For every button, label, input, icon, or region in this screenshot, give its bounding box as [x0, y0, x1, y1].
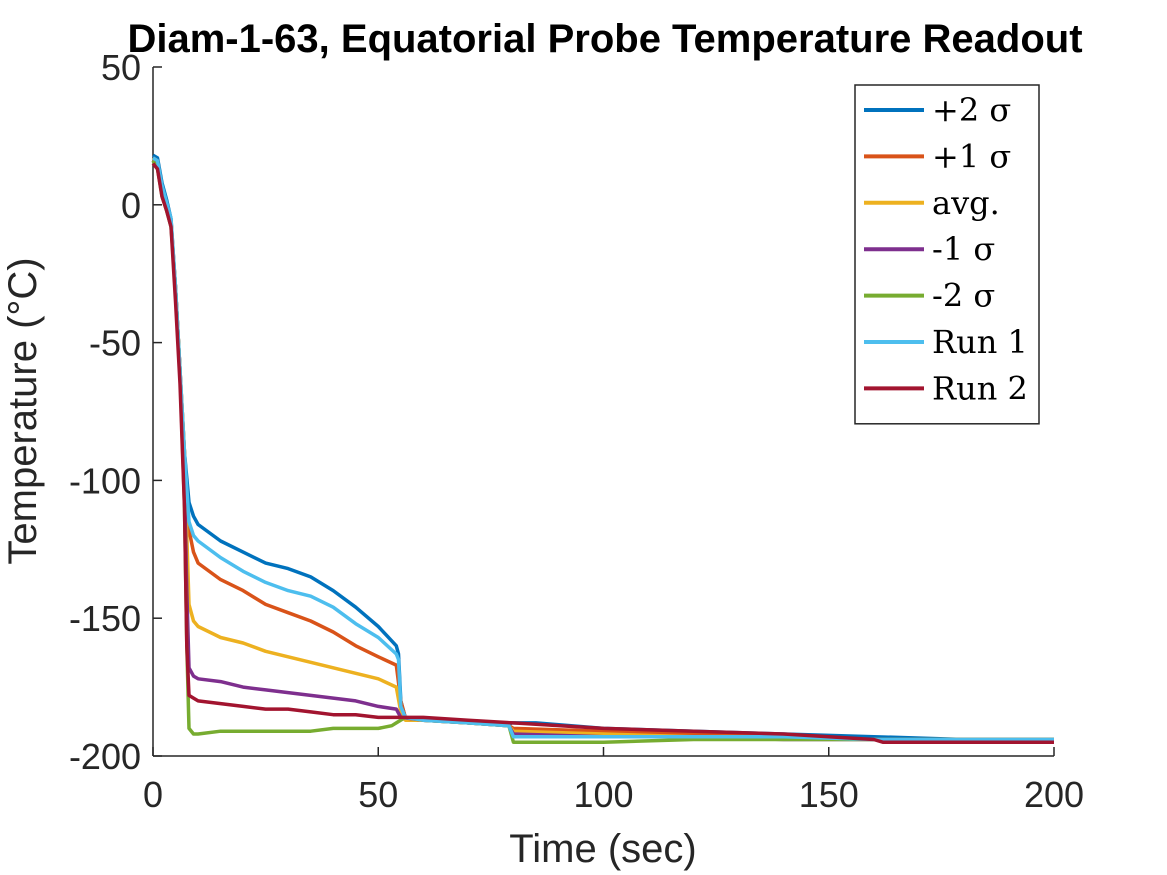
x-tick-label: 50	[358, 774, 398, 815]
x-axis: 0 50 100 150 200	[143, 747, 1084, 815]
legend-label: Run 2	[932, 369, 1028, 407]
x-tick-label: 200	[1024, 774, 1084, 815]
legend-label: -2 σ	[932, 277, 995, 315]
legend: +2 σ +1 σ avg. -1 σ -2 σ Run 1 Run 2	[854, 84, 1040, 425]
series-line-6	[151, 162, 1054, 744]
legend-label: Run 1	[932, 323, 1028, 361]
y-tick-label: -200	[69, 736, 141, 777]
x-tick-label: 0	[143, 774, 163, 815]
legend-label: avg.	[932, 184, 1000, 222]
y-tick-label: -50	[89, 323, 141, 364]
legend-label: -1 σ	[932, 230, 995, 268]
legend-label: +2 σ	[932, 91, 1011, 129]
x-tick-label: 100	[573, 774, 633, 815]
plot-area	[151, 67, 1054, 757]
x-axis-label: Time (sec)	[509, 827, 696, 871]
legend-box	[854, 84, 1040, 425]
y-axis-label: Temperature (°C)	[1, 257, 45, 564]
legend-label: +1 σ	[932, 137, 1011, 175]
chart-title: Diam-1-63, Equatorial Probe Temperature …	[127, 17, 1082, 61]
y-tick-label: -150	[69, 598, 141, 639]
y-tick-label: -100	[69, 460, 141, 501]
y-tick-label: 50	[101, 47, 141, 88]
y-tick-label: 0	[121, 185, 141, 226]
x-tick-label: 150	[799, 774, 859, 815]
y-axis: 50 0 -50 -100 -150 -200	[69, 47, 162, 777]
